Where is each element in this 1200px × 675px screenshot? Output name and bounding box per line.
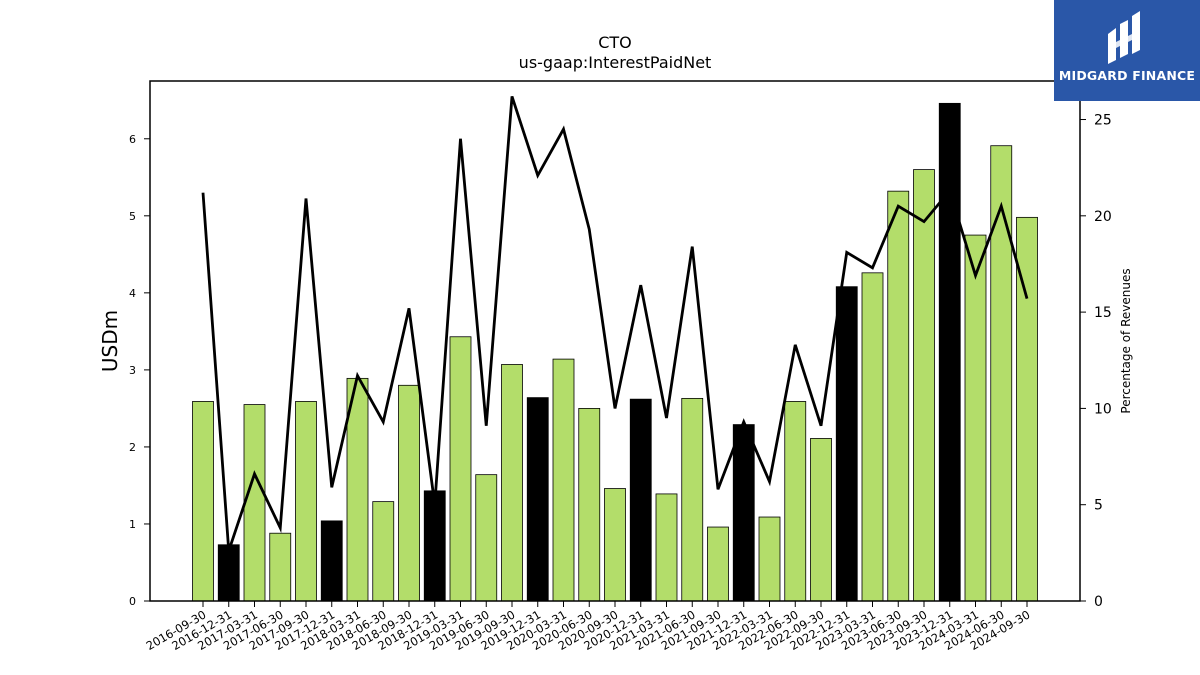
bar [423, 490, 446, 602]
bar [192, 401, 214, 602]
bar [861, 272, 884, 602]
bar [372, 501, 395, 602]
logo-icon [1108, 11, 1140, 64]
bar [526, 397, 549, 602]
bar [552, 358, 575, 602]
bar [501, 364, 523, 602]
bar [398, 384, 420, 602]
y2-tick-label: 15 [1094, 305, 1112, 321]
bar [217, 544, 240, 602]
bar [681, 397, 704, 602]
bar [578, 408, 601, 602]
y2-tick-label: 20 [1094, 209, 1112, 225]
plot-frame [149, 80, 1081, 602]
chart-title: CTO [598, 33, 632, 52]
y-axis-label: USDm [98, 310, 122, 372]
y-tick-label: 4 [129, 287, 136, 300]
bar [938, 102, 961, 602]
bar [887, 190, 910, 602]
brand-name: MIDGARD FINANCE [1058, 68, 1196, 83]
bar [269, 532, 292, 602]
y2-axis-label: Percentage of Revenues [1119, 268, 1133, 413]
y2-tick-label: 5 [1094, 498, 1103, 514]
bar [604, 488, 626, 602]
y-tick-label: 0 [129, 595, 136, 608]
bar [784, 401, 807, 602]
chart-subtitle: us-gaap:InterestPaidNet [519, 53, 712, 72]
bar [320, 520, 343, 602]
bar [835, 286, 858, 602]
bar [913, 169, 935, 602]
bar [295, 401, 317, 602]
series-line [201, 95, 1029, 552]
y-tick-label: 6 [129, 133, 136, 146]
bar [243, 404, 266, 602]
bar [810, 438, 832, 602]
y-tick-label: 1 [129, 518, 136, 531]
y2-tick-label: 0 [1094, 594, 1103, 610]
bar [475, 474, 498, 602]
bar [707, 526, 729, 602]
bar [964, 234, 987, 602]
y-tick-label: 2 [129, 441, 136, 454]
y2-tick-label: 25 [1094, 113, 1112, 129]
bar [732, 424, 755, 602]
y2-tick-label: 10 [1094, 401, 1112, 417]
brand-logo: MIDGARD FINANCE [1054, 0, 1200, 101]
bar [655, 493, 678, 602]
bar [990, 145, 1013, 602]
bar [758, 516, 781, 602]
bar [449, 336, 472, 602]
y-tick-label: 5 [129, 210, 136, 223]
plot-area: 012345605101520252016-09-302016-12-31201… [129, 95, 1112, 653]
y-tick-label: 3 [129, 364, 136, 377]
bar [629, 398, 652, 602]
